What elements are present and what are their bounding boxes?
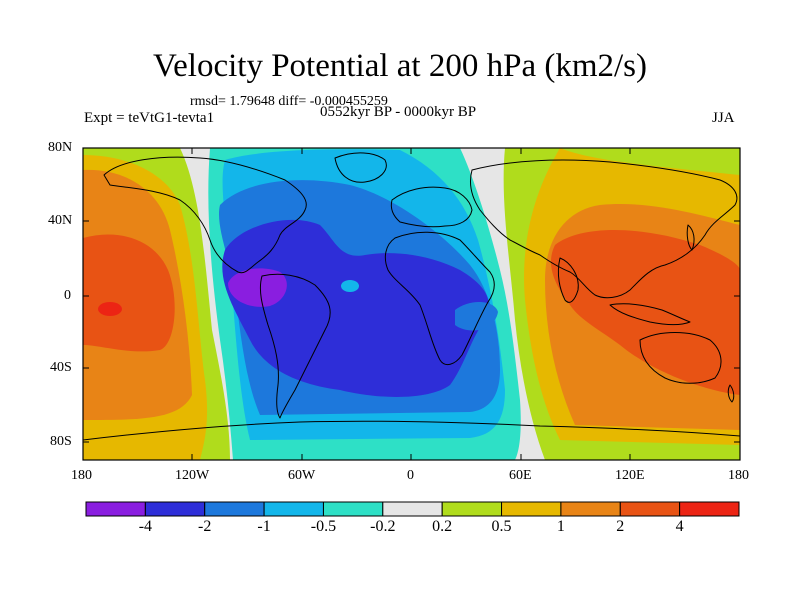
colorbar-label: 0.5 bbox=[491, 518, 512, 535]
experiment-label: Expt = teVtG1-tevta1 bbox=[84, 110, 215, 126]
contour-central-neg4 bbox=[228, 268, 287, 307]
period-label: 0552kyr BP - 0000kyr BP bbox=[320, 104, 477, 120]
colorbar-label: 4 bbox=[675, 518, 684, 535]
coast-japan bbox=[686, 224, 695, 251]
colorbar-label: 0.2 bbox=[432, 518, 453, 535]
colorbar-box bbox=[85, 501, 146, 517]
coast-new-zealand bbox=[727, 384, 735, 403]
contour-east-africa-tongue bbox=[455, 301, 498, 331]
lon-tick-120w: 120W bbox=[175, 468, 210, 483]
colorbar-box bbox=[382, 501, 443, 517]
stats-label: rmsd= 1.79648 diff= -0.000455259 bbox=[190, 94, 388, 109]
coast-indonesia bbox=[609, 303, 691, 326]
colorbar-label: -0.5 bbox=[310, 518, 337, 535]
colorbar-box bbox=[619, 501, 681, 517]
colorbar-label: 2 bbox=[616, 518, 625, 535]
colorbar-box bbox=[441, 501, 503, 517]
plot-title: Velocity Potential at 200 hPa (km2/s) bbox=[152, 48, 648, 84]
colorbar-box bbox=[144, 501, 206, 517]
colorbar-box bbox=[263, 501, 324, 517]
contour-neg-tongue bbox=[341, 280, 359, 292]
lat-tick-80n: 80N bbox=[48, 140, 73, 155]
contour-west-4 bbox=[98, 302, 122, 316]
map-ticks bbox=[82, 147, 741, 460]
colorbar-label: -2 bbox=[198, 518, 212, 535]
coast-europe bbox=[390, 186, 473, 228]
colorbar-label: -4 bbox=[138, 518, 153, 535]
season-label: JJA bbox=[712, 110, 735, 126]
coast-australia bbox=[639, 332, 722, 384]
coast-north-america bbox=[103, 156, 307, 274]
coast-antarctica bbox=[83, 420, 740, 441]
colorbar-box bbox=[204, 501, 265, 517]
lon-tick-60w: 60W bbox=[288, 468, 316, 483]
lat-tick-40s: 40S bbox=[50, 360, 72, 375]
coast-asia bbox=[469, 159, 738, 299]
lon-tick-180w: 180 bbox=[71, 468, 92, 483]
colorbar bbox=[85, 501, 740, 517]
velocity-potential-field bbox=[83, 148, 740, 460]
coast-greenland bbox=[334, 152, 387, 183]
colorbar-label: -1 bbox=[257, 518, 271, 535]
colorbar-box bbox=[679, 501, 740, 517]
contour-east-2 bbox=[550, 230, 740, 395]
coastlines bbox=[83, 152, 740, 441]
lon-tick-180e: 180 bbox=[728, 468, 749, 483]
lat-tick-80s: 80S bbox=[50, 434, 72, 449]
colorbar-box bbox=[560, 501, 621, 517]
coast-india bbox=[557, 257, 579, 303]
colorbar-box bbox=[322, 501, 384, 517]
lon-tick-0: 0 bbox=[407, 468, 414, 483]
lat-tick-40n: 40N bbox=[48, 213, 73, 228]
lon-tick-60e: 60E bbox=[509, 468, 532, 483]
lon-tick-120e: 120E bbox=[615, 468, 645, 483]
colorbar-box bbox=[501, 501, 562, 517]
contour-west-2 bbox=[83, 234, 175, 352]
coast-africa bbox=[384, 231, 495, 366]
coast-south-america bbox=[259, 273, 331, 419]
colorbar-label: 1 bbox=[556, 518, 565, 535]
contour-central-neg2 bbox=[222, 219, 489, 397]
colorbar-label: -0.2 bbox=[370, 518, 396, 535]
lat-tick-eq: 0 bbox=[64, 288, 71, 303]
